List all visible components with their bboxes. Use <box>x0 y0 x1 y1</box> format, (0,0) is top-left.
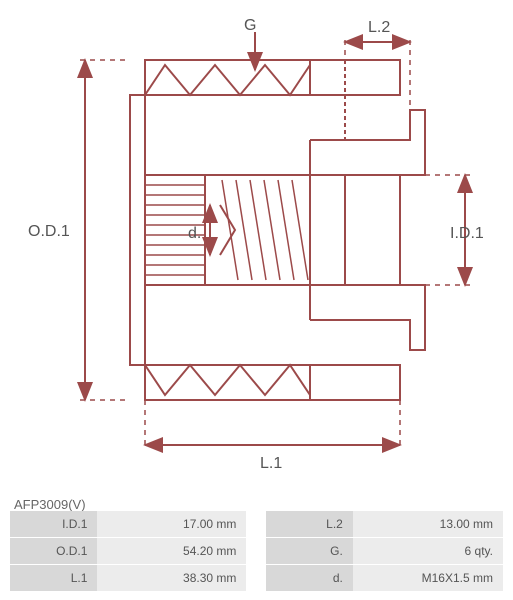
technical-drawing: O.D.1 I.D.1 L.1 L.2 G d. <box>10 10 503 480</box>
spec-label: O.D.1 <box>10 538 97 565</box>
spec-value: 17.00 mm <box>97 511 246 538</box>
label-d: d. <box>188 225 201 242</box>
spec-label: L.1 <box>10 565 97 592</box>
spec-value: 13.00 mm <box>353 511 503 538</box>
label-id1: I.D.1 <box>450 225 484 242</box>
label-od1: O.D.1 <box>28 223 70 240</box>
spec-label: G. <box>266 538 352 565</box>
label-l2: L.2 <box>368 19 390 36</box>
spec-label: I.D.1 <box>10 511 97 538</box>
spec-value: 54.20 mm <box>97 538 246 565</box>
spec-value: M16X1.5 mm <box>353 565 503 592</box>
part-number: AFP3009(V) <box>14 497 86 512</box>
label-g: G <box>244 17 256 34</box>
spec-value: 6 qty. <box>353 538 503 565</box>
spec-label: L.2 <box>266 511 352 538</box>
label-l1: L.1 <box>260 455 282 472</box>
spec-table: I.D.117.00 mm L.213.00 mm O.D.154.20 mm G.6… <box>10 511 503 592</box>
spec-value: 38.30 mm <box>97 565 246 592</box>
spec-label: d. <box>266 565 352 592</box>
